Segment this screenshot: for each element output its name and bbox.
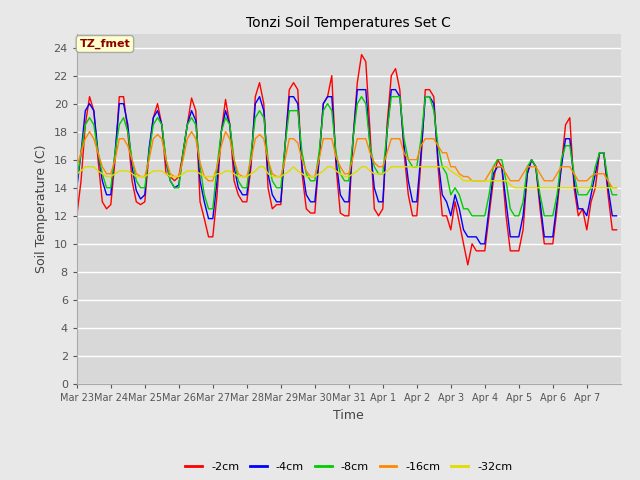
Line: -16cm: -16cm [77,132,616,188]
-16cm [277,174,285,180]
-16cm [209,178,216,184]
-32cm [358,164,365,169]
Line: -4cm: -4cm [77,90,616,244]
-2cm [73,213,81,219]
-32cm [209,174,216,180]
-16cm [591,171,599,177]
-2cm [205,234,212,240]
-16cm [609,185,616,191]
Y-axis label: Soil Temperature (C): Soil Temperature (C) [35,144,48,273]
-2cm [353,80,361,85]
-32cm [298,171,306,177]
-2cm [596,150,604,156]
-32cm [73,171,81,177]
Line: -2cm: -2cm [77,55,616,265]
Legend: -2cm, -4cm, -8cm, -16cm, -32cm: -2cm, -4cm, -8cm, -16cm, -32cm [181,457,516,477]
Text: TZ_fmet: TZ_fmet [79,39,131,49]
-8cm [273,185,280,191]
-32cm [277,174,285,180]
-8cm [73,178,81,184]
-2cm [464,262,472,268]
-8cm [612,192,620,198]
-4cm [73,185,81,191]
-32cm [81,164,89,169]
-32cm [612,185,620,191]
-8cm [205,206,212,212]
Line: -32cm: -32cm [77,167,616,188]
-16cm [86,129,93,134]
-16cm [298,157,306,163]
-32cm [511,185,518,191]
-4cm [477,241,484,247]
-8cm [294,108,301,114]
-4cm [612,213,620,219]
-8cm [545,213,552,219]
-4cm [205,216,212,221]
-4cm [353,87,361,93]
-4cm [596,150,604,156]
Line: -8cm: -8cm [77,96,616,216]
-16cm [358,136,365,142]
-2cm [358,52,365,58]
-16cm [540,178,548,184]
-32cm [596,185,604,191]
X-axis label: Time: Time [333,408,364,421]
-4cm [358,87,365,93]
-8cm [358,94,365,99]
-4cm [545,234,552,240]
-4cm [273,199,280,204]
Title: Tonzi Soil Temperatures Set C: Tonzi Soil Temperatures Set C [246,16,451,30]
-2cm [273,202,280,207]
-8cm [468,213,476,219]
-2cm [294,87,301,93]
-32cm [545,185,552,191]
-4cm [294,101,301,107]
-16cm [73,164,81,169]
-16cm [612,185,620,191]
-8cm [353,101,361,107]
-2cm [545,241,552,247]
-2cm [612,227,620,233]
-8cm [596,150,604,156]
